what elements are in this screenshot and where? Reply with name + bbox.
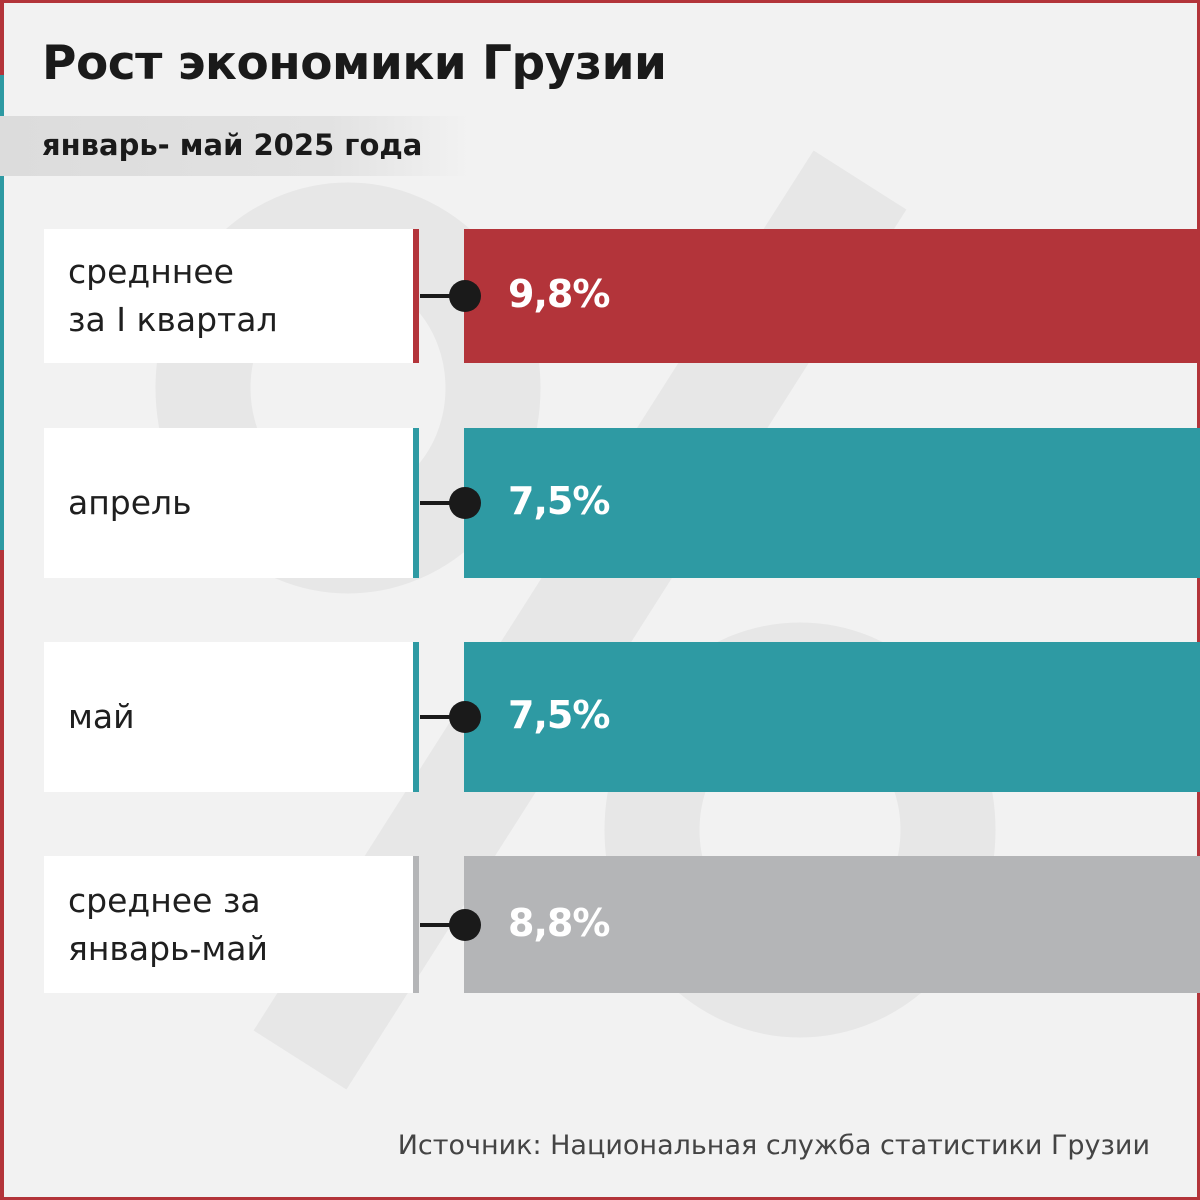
label-divider	[413, 642, 419, 792]
category-label-box: май	[44, 642, 414, 792]
source-note: Источник: Национальная служба статистики…	[397, 1130, 1150, 1161]
bar	[464, 856, 1200, 993]
bar-value-label: 7,5%	[508, 693, 610, 737]
frame-border-left	[0, 0, 4, 75]
bar	[464, 642, 1200, 792]
frame-border-left-accent	[0, 75, 4, 550]
category-label: май	[68, 697, 135, 736]
frame-border-left	[0, 550, 4, 1200]
connector-line	[420, 715, 454, 719]
label-divider	[413, 229, 419, 363]
connector-line	[420, 294, 454, 298]
category-label-box: средннее за I квартал	[44, 229, 414, 363]
chart-subtitle: январь- май 2025 года	[42, 128, 423, 162]
connector-dot	[449, 701, 481, 733]
label-divider	[413, 428, 419, 578]
category-label: апрель	[68, 483, 192, 522]
connector-dot	[449, 487, 481, 519]
frame-border-top	[0, 0, 1200, 3]
connector-dot	[449, 908, 481, 941]
category-label: средннее за I квартал	[68, 252, 278, 339]
connector-line	[420, 501, 454, 505]
connector-dot	[449, 280, 481, 312]
frame-border-bottom	[0, 1197, 1200, 1200]
label-divider	[413, 856, 419, 993]
category-label: среднее за январь-май	[68, 880, 268, 968]
bar-value-label: 8,8%	[508, 900, 610, 945]
category-label-box: апрель	[44, 428, 414, 578]
chart-title: Рост экономики Грузии	[42, 36, 667, 91]
bar-value-label: 7,5%	[508, 479, 610, 523]
subtitle-band	[0, 116, 470, 176]
connector-line	[420, 922, 454, 927]
bar	[464, 229, 1200, 363]
frame-border-right	[1197, 0, 1200, 1200]
bar-value-label: 9,8%	[508, 272, 610, 316]
category-label-box: среднее за январь-май	[44, 856, 414, 993]
bar	[464, 428, 1200, 578]
